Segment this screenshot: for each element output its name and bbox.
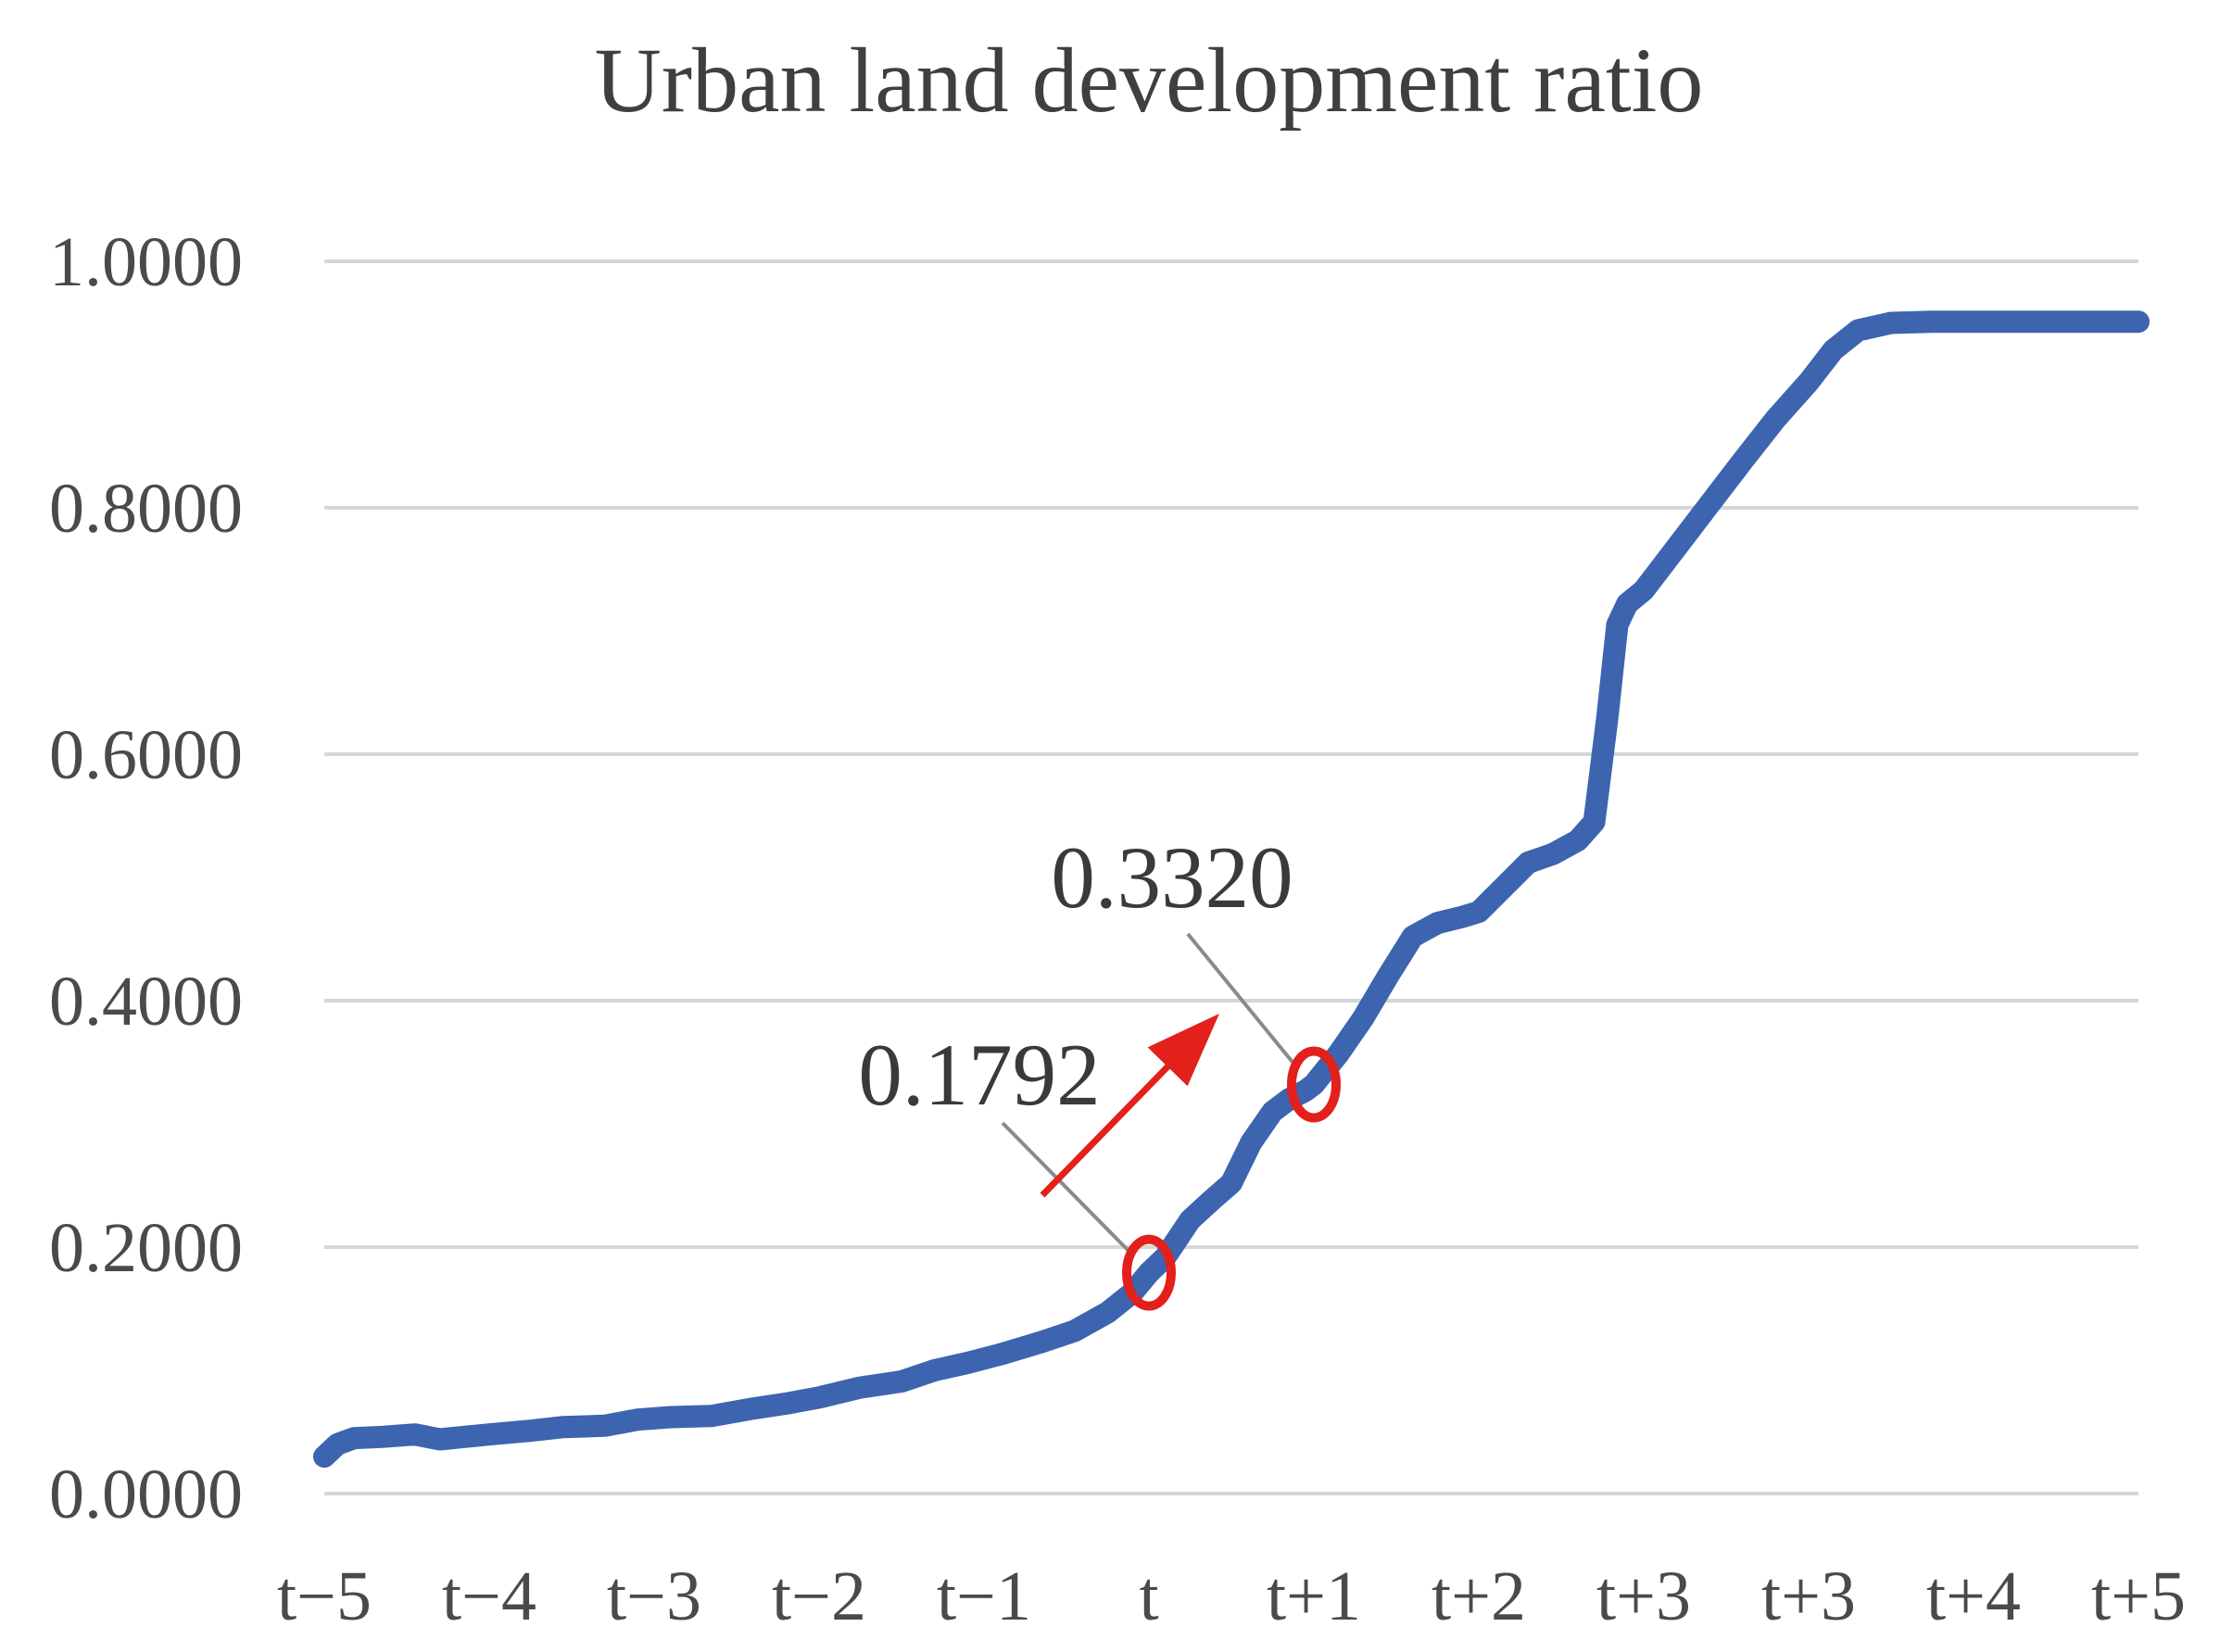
series-line	[313, 310, 2150, 1469]
leader-line	[1001, 1121, 1132, 1255]
increase-arrow-head	[1147, 1014, 1219, 1087]
x-tick-label: t+1	[1267, 1557, 1361, 1635]
x-tick-label: t+4	[1926, 1557, 2021, 1635]
x-tick-label: t+5	[2091, 1557, 2186, 1635]
highlight-circle	[1122, 1234, 1176, 1311]
y-tick-label: 0.0000	[49, 1456, 243, 1533]
data-series	[313, 310, 2150, 1469]
highlight-circle	[1287, 1046, 1341, 1123]
chart-title: Urban land development ratio	[595, 29, 1704, 132]
increase-arrow-shaft	[1040, 1059, 1176, 1198]
leader-line	[1186, 932, 1297, 1067]
y-tick-label: 0.8000	[49, 470, 243, 548]
y-tick-label: 0.2000	[49, 1209, 243, 1287]
y-axis-labels: 0.0000 0.2000 0.4000 0.6000 0.8000 1.0000	[49, 223, 243, 1533]
x-tick-label: t−2	[772, 1557, 866, 1635]
x-tick-label: t+3	[1761, 1557, 1856, 1635]
x-tick-label: t+3	[1596, 1557, 1691, 1635]
x-axis-labels: t−5 t−4 t−3 t−2 t−1 t t+1 t+2 t+3 t+3 t+4 t+5	[277, 1557, 2186, 1635]
annotations: 0.1792 0.3320	[858, 828, 1341, 1311]
y-tick-label: 0.4000	[49, 963, 243, 1040]
x-tick-label: t	[1139, 1557, 1158, 1635]
x-tick-label: t−1	[937, 1557, 1031, 1635]
x-tick-label: t−5	[277, 1557, 372, 1635]
x-tick-label: t−4	[442, 1557, 536, 1635]
y-tick-label: 1.0000	[49, 223, 243, 301]
data-point-label: 0.3320	[1051, 828, 1293, 927]
x-tick-label: t+2	[1432, 1557, 1526, 1635]
y-tick-label: 0.6000	[49, 716, 243, 794]
x-tick-label: t−3	[607, 1557, 701, 1635]
data-point-label: 0.1792	[858, 1026, 1100, 1124]
gridlines	[324, 259, 2138, 1495]
